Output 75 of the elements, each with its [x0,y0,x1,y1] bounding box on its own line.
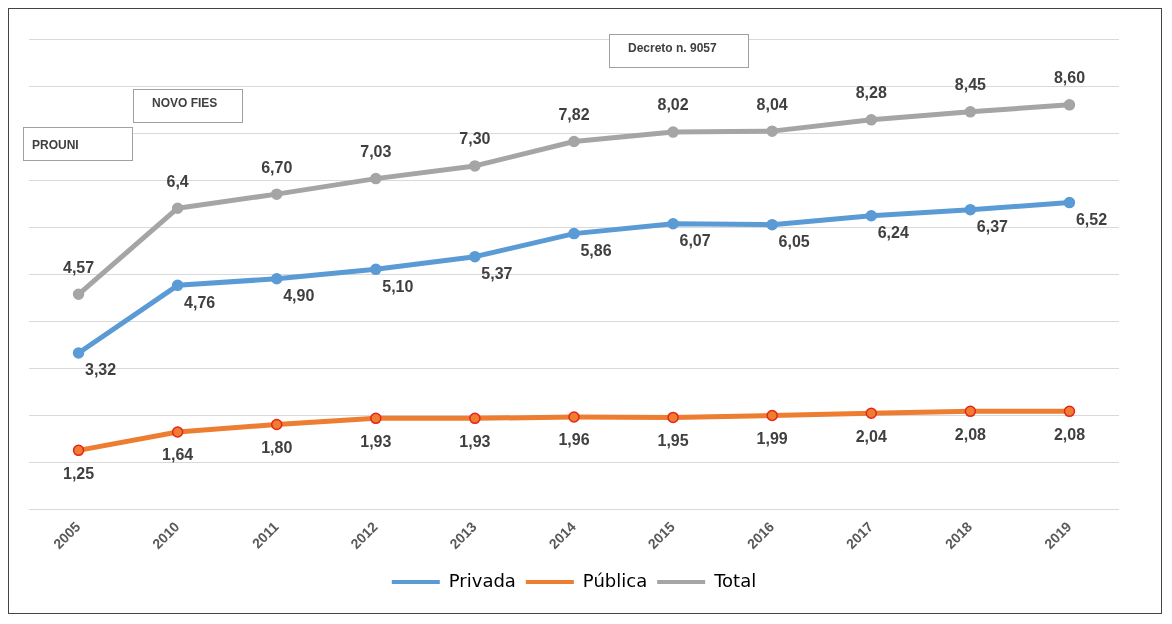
point [964,405,977,418]
point [469,412,481,425]
point [171,202,184,214]
point [1063,99,1076,111]
data-label: 5,10 [382,277,414,295]
data-label: 6,52 [1075,211,1108,228]
data-label: 4,57 [62,258,95,276]
data-label: 1,96 [558,431,590,449]
data-label: 2,08 [1053,425,1086,443]
annotation: PROUNI [32,138,79,152]
point [568,227,580,240]
data-label: 3,32 [84,361,117,379]
data-label: 6,4 [166,172,189,190]
point [469,160,481,172]
point [865,407,878,419]
legend-label: Privada [448,569,516,591]
point [72,288,85,301]
data-label: 8,28 [855,84,887,102]
point [270,273,283,285]
data-label: 8,60 [1053,69,1086,87]
data-label: 6,07 [679,232,711,250]
data-label: 6,24 [877,224,909,242]
data-label: 6,70 [261,158,293,176]
data-label: 1,25 [62,464,95,482]
point [72,347,85,359]
data-label: 5,86 [580,242,612,260]
point [568,135,580,148]
point [865,210,878,222]
data-label: 4,76 [184,293,216,311]
point [667,411,679,424]
data-label: 1,80 [261,438,293,456]
legend-label: Pública [582,569,648,591]
data-label: 4,90 [283,287,315,305]
point [766,409,778,422]
point [171,279,184,292]
note-box: PROUNI [23,127,133,161]
data-label: 5,37 [481,265,513,283]
data-label: 8,02 [657,96,689,114]
annotation: NOVO FIES [152,96,218,110]
point [667,126,679,138]
point [270,418,283,431]
data-label: 1,64 [162,446,194,464]
point [370,412,382,425]
point [865,114,878,126]
data-label: 8,04 [756,95,788,113]
data-label: 7,30 [459,130,491,148]
data-label: 1,93 [459,432,491,450]
point [370,172,382,185]
data-label: 8,45 [954,76,987,94]
note-box: Decreto n. 9057 [609,34,749,68]
point [171,426,184,438]
point [766,218,778,231]
point [1063,405,1076,418]
point [964,106,977,118]
point [72,444,85,457]
point [270,188,283,200]
point [964,203,977,216]
data-label: 1,95 [657,431,689,449]
point [667,218,679,230]
annotation: Decreto n. 9057 [628,41,717,55]
point [1063,196,1076,209]
data-label: 6,37 [976,218,1009,236]
data-label: 1,99 [756,429,788,447]
data-label: 2,08 [954,425,987,443]
point [469,250,481,263]
legend-label: Total [713,569,757,591]
data-label: 7,82 [558,105,590,123]
note-box: NOVO FIES [133,89,243,123]
data-label: 6,05 [778,233,810,251]
point [568,411,580,423]
data-label: 7,03 [360,143,392,161]
point [766,125,778,137]
data-label: 2,04 [855,427,887,445]
data-label: 1,93 [360,432,392,450]
point [370,263,382,276]
